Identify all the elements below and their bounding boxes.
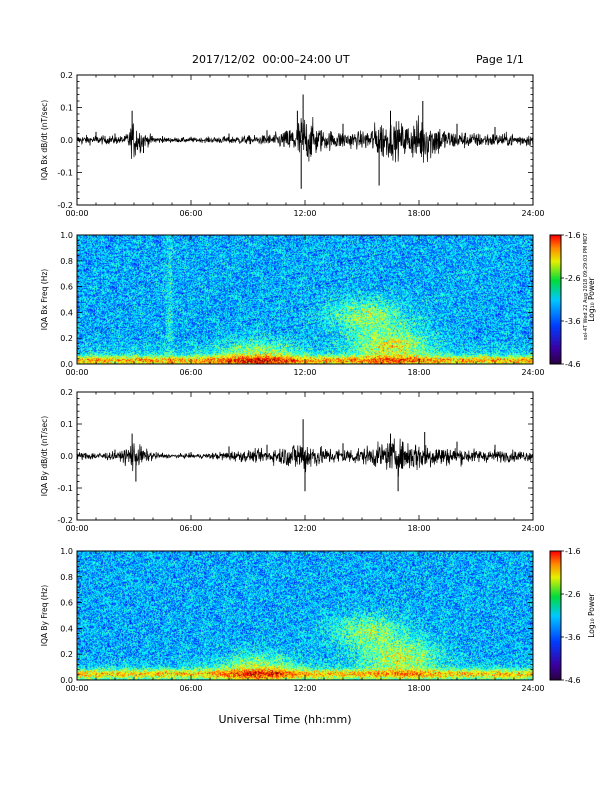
- panel-3: 00:00 06:00 12:00 18:00 24:00 -0.2 -0.1 0.0 0.1 0…: [40, 388, 545, 533]
- y-tick-label: 0.6: [60, 599, 73, 608]
- x-tick-label: 12:00: [293, 209, 316, 218]
- x-tick-label: 24:00: [521, 209, 544, 218]
- colorbar: -1.6 -2.6 -3.6 -4.6 Log₁₀ Power: [549, 547, 596, 685]
- y-tick-label: -0.2: [57, 201, 73, 210]
- x-tick-label: 06:00: [179, 368, 202, 377]
- colorbar-tick-label: -3.6: [565, 317, 581, 326]
- colorbar: -1.6 -2.6 -3.6 -4.6 Log₁₀ Power: [549, 231, 596, 369]
- y-tick-label: 0.0: [60, 452, 73, 461]
- y-tick-label: 0.2: [60, 334, 73, 343]
- colorbar-tick-label: -4.6: [565, 360, 581, 369]
- page-number: Page 1/1: [476, 53, 524, 66]
- y-tick-label: 0.2: [60, 388, 73, 397]
- y-tick-label: -0.2: [57, 516, 73, 525]
- x-tick-label: 00:00: [65, 209, 88, 218]
- bx-colorbar-gradient: [550, 235, 561, 364]
- colorbar-tick-label: -2.6: [565, 590, 581, 599]
- x-tick-label: 18:00: [407, 524, 430, 533]
- y-tick-label: 0.1: [60, 420, 73, 429]
- plot-frame: [76, 550, 534, 681]
- colorbar-tick-label: -1.6: [565, 231, 581, 240]
- panel-1: 00:00 06:00 12:00 18:00 24:00 -0.2 -0.1 0.0 0.1 0…: [40, 71, 545, 218]
- colorbar-label: Log₁₀ Power: [587, 276, 596, 321]
- colorbar-tick-label: -2.6: [565, 274, 581, 283]
- by-colorbar-gradient: [550, 551, 561, 680]
- colorbar-tick-label: -4.6: [565, 676, 581, 685]
- data-trace: [76, 115, 534, 163]
- x-tick-label: 18:00: [407, 209, 430, 218]
- y-tick-label: -0.1: [57, 169, 73, 178]
- x-tick-label: 24:00: [521, 684, 544, 693]
- y-axis-label: IQA By Freq (Hz): [40, 585, 49, 647]
- y-tick-label: 0.1: [60, 104, 73, 113]
- panel-2: 00:00 06:00 12:00 18:00 24:00 0.0 0.2 0.4 0.6 0.8…: [40, 231, 545, 377]
- colorbar-frame: [549, 550, 562, 681]
- y-tick-label: 0.0: [60, 360, 73, 369]
- plot-frame: [76, 234, 534, 365]
- page-title: 2017/12/02 00:00–24:00 UT: [192, 53, 350, 66]
- x-tick-label: 12:00: [293, 684, 316, 693]
- y-axis-label: IQA Bx dB/dt (nT/sec): [40, 100, 49, 181]
- panel-4: 00:00 06:00 12:00 18:00 24:00 0.0 0.2 0.4 0.6 0.8…: [40, 547, 545, 726]
- y-tick-label: 0.0: [60, 676, 73, 685]
- y-tick-label: -0.1: [57, 484, 73, 493]
- x-tick-label: 24:00: [521, 368, 544, 377]
- y-tick-label: 0.8: [60, 573, 73, 582]
- x-tick-label: 00:00: [65, 524, 88, 533]
- x-tick-label: 00:00: [65, 684, 88, 693]
- x-tick-label: 18:00: [407, 368, 430, 377]
- x-axis-label: Universal Time (hh:mm): [219, 713, 352, 726]
- x-tick-label: 12:00: [293, 368, 316, 377]
- x-tick-label: 00:00: [65, 368, 88, 377]
- colorbar-tick-label: -1.6: [565, 547, 581, 556]
- by-spectrogram-image: [77, 551, 533, 680]
- y-axis-label: IQA Bx Freq (Hz): [40, 269, 49, 331]
- y-tick-label: 0.4: [60, 624, 73, 633]
- colorbar-label: Log₁₀ Power: [587, 592, 596, 637]
- y-tick-label: 0.2: [60, 71, 73, 80]
- x-tick-label: 06:00: [179, 684, 202, 693]
- y-tick-label: 0.0: [60, 136, 73, 145]
- y-tick-label: 0.4: [60, 308, 73, 317]
- y-tick-label: 0.2: [60, 650, 73, 659]
- x-tick-label: 06:00: [179, 524, 202, 533]
- y-tick-label: 1.0: [60, 547, 73, 556]
- x-tick-label: 12:00: [293, 524, 316, 533]
- colorbar-frame: [549, 234, 562, 365]
- y-tick-label: 0.8: [60, 257, 73, 266]
- x-tick-label: 18:00: [407, 684, 430, 693]
- x-tick-label: 24:00: [521, 524, 544, 533]
- bx-spectrogram-image: [77, 235, 533, 364]
- y-tick-label: 1.0: [60, 231, 73, 240]
- y-axis-label: IQA By dB/dt (nT/sec): [40, 416, 49, 497]
- x-tick-label: 06:00: [179, 209, 202, 218]
- colorbar-tick-label: -3.6: [565, 633, 581, 642]
- y-tick-label: 0.6: [60, 283, 73, 292]
